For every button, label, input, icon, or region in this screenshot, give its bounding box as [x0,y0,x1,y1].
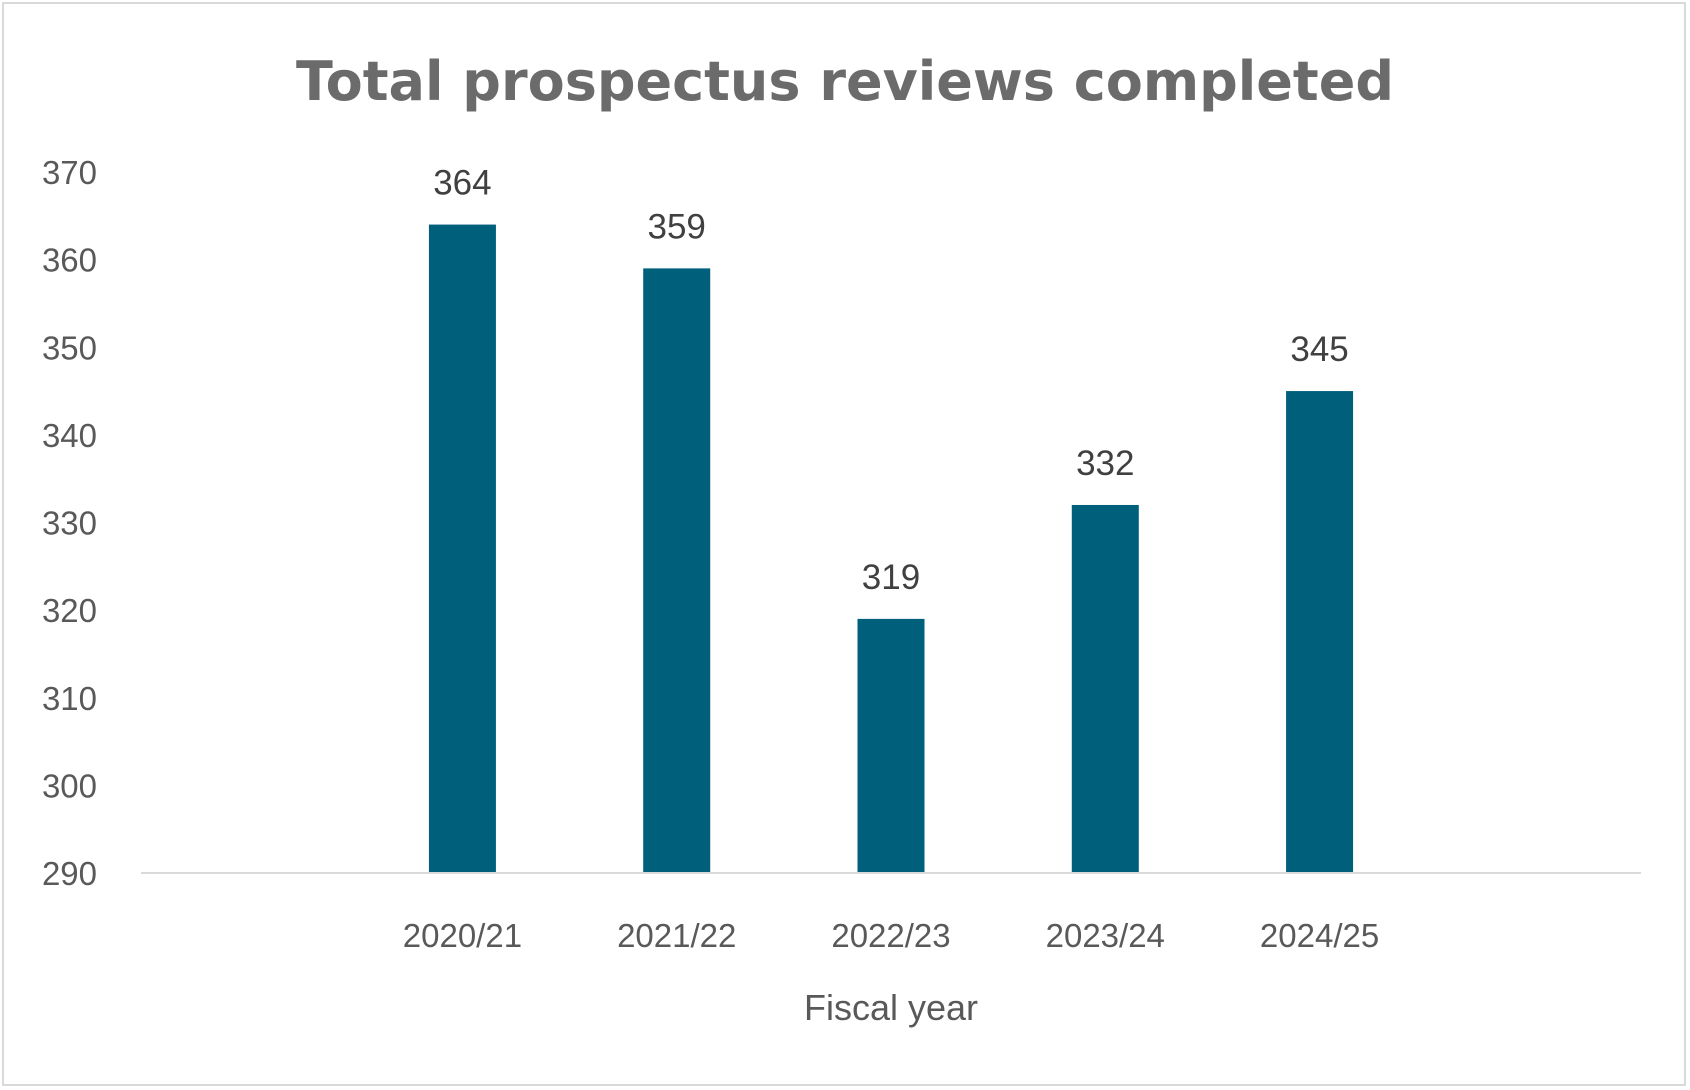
x-tick-label: 2020/21 [403,917,522,954]
x-axis-label: Fiscal year [804,987,978,1028]
x-tick-label: 2021/22 [617,917,736,954]
y-tick-label: 290 [42,855,97,892]
data-label: 319 [862,558,920,597]
bar-2022-23 [857,618,925,873]
y-tick-label: 310 [42,680,97,717]
data-label: 332 [1076,444,1134,483]
y-tick-label: 360 [42,242,97,279]
data-label: 359 [648,207,706,246]
x-tick-label: 2024/25 [1260,917,1379,954]
y-tick-label: 340 [42,417,97,454]
y-tick-label: 300 [42,767,97,804]
x-tick-label: 2022/23 [831,917,950,954]
y-tick-label: 330 [42,505,97,542]
x-tick-label: 2023/24 [1046,917,1165,954]
bar-2024-25 [1286,391,1354,873]
data-label: 345 [1290,330,1348,369]
y-tick-label: 320 [42,592,97,629]
bar-2023-24 [1071,504,1139,873]
chart-title: Total prospectus reviews completed [296,50,1394,113]
y-tick-label: 370 [42,154,97,191]
data-label: 364 [433,164,491,203]
bar-2021-22 [643,268,711,873]
y-tick-label: 350 [42,329,97,366]
bar-2020-21 [428,224,496,873]
